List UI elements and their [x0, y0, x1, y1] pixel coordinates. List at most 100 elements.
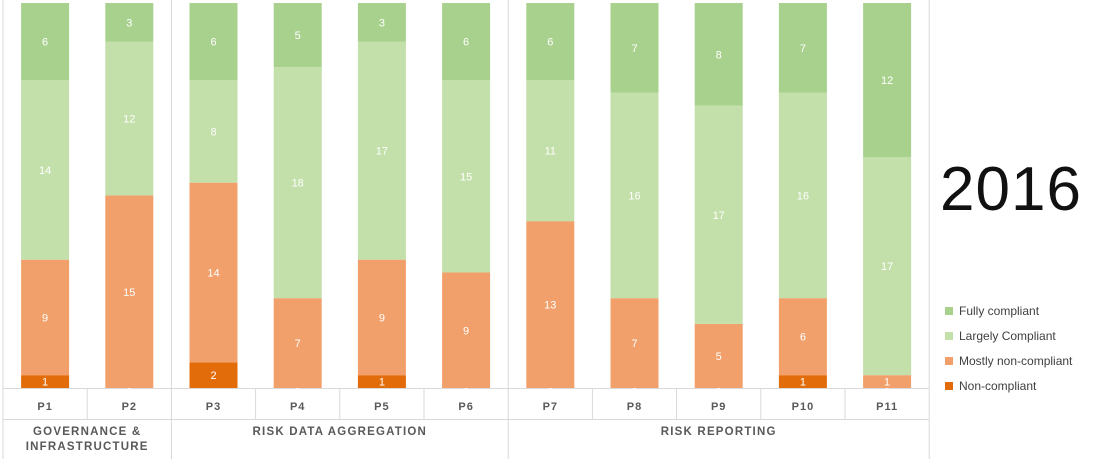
year-label: 2016: [940, 155, 1082, 224]
data-label: 12: [881, 75, 893, 87]
bar-segment: [778, 3, 827, 93]
data-label: 5: [716, 351, 722, 363]
legend-item: Mostly non-compliant: [945, 348, 1095, 373]
data-label: 6: [210, 37, 216, 49]
data-label: 14: [207, 268, 219, 280]
data-label: 17: [713, 210, 725, 222]
bar-segment: [21, 80, 70, 260]
legend-swatch: [945, 356, 953, 365]
x-tick-label: P9: [711, 401, 726, 413]
bar-segment: [273, 298, 322, 388]
bar-segment: [357, 41, 406, 260]
bar-segment: [526, 3, 575, 80]
bar-segment: [105, 41, 154, 196]
data-label: 9: [42, 312, 48, 324]
bar-segment: [778, 298, 827, 376]
data-label: 5: [295, 30, 301, 42]
data-label: 7: [295, 338, 301, 350]
x-tick-label: P3: [206, 401, 221, 413]
legend-label: Non-compliant: [959, 378, 1037, 393]
x-tick-label: P7: [543, 401, 558, 413]
group-label: RISK DATA AGGREGATION: [253, 426, 427, 438]
data-label: 6: [547, 37, 553, 49]
bar-segment: [442, 80, 491, 273]
data-label: 7: [631, 338, 637, 350]
bar-segment: [357, 3, 406, 42]
bar-segment: [105, 3, 154, 42]
x-tick-label: P6: [458, 401, 473, 413]
data-label: 12: [123, 114, 135, 126]
legend: Fully compliant Largely Compliant Mostly…: [945, 298, 1095, 398]
bar-segment: [21, 375, 70, 388]
bar-segment: [778, 92, 827, 299]
data-label: 1: [884, 377, 890, 389]
data-label: 8: [210, 126, 216, 138]
data-label: 17: [881, 261, 893, 273]
x-tick-label: P1: [37, 401, 52, 413]
data-label: 3: [379, 17, 385, 29]
data-label: 13: [544, 300, 556, 312]
data-label: 1: [379, 377, 385, 389]
bar-segment: [778, 375, 827, 388]
data-label: 6: [800, 332, 806, 344]
bar-segment: [610, 298, 659, 388]
legend-item: Fully compliant: [945, 298, 1095, 323]
data-label: 14: [39, 165, 51, 177]
data-label: 16: [797, 191, 809, 203]
x-tick-label: P4: [290, 401, 305, 413]
bar-segment: [694, 3, 743, 106]
bar-segment: [526, 221, 575, 388]
bar-segment: [357, 375, 406, 388]
group-label: INFRASTRUCTURE: [26, 441, 149, 453]
bar-segment: [694, 105, 743, 324]
bar-segment: [863, 3, 912, 157]
bar-segment: [189, 362, 238, 388]
legend-swatch: [945, 331, 953, 340]
legend-swatch: [945, 381, 953, 390]
x-tick-label: P2: [122, 401, 137, 413]
bar-segment: [21, 259, 70, 376]
x-tick-label: P5: [374, 401, 389, 413]
bar-segment: [21, 3, 70, 80]
bar-segment: [189, 3, 238, 80]
legend-label: Mostly non-compliant: [959, 353, 1073, 368]
data-label: 17: [376, 146, 388, 158]
bar-segment: [189, 182, 238, 363]
bar-segment: [105, 195, 154, 388]
legend-item: Non-compliant: [945, 373, 1095, 398]
bar-segment: [610, 3, 659, 93]
bar-segment: [863, 157, 912, 376]
data-label: 9: [463, 325, 469, 337]
data-label: 8: [716, 49, 722, 61]
x-tick-label: P10: [792, 401, 815, 413]
group-label: RISK REPORTING: [661, 426, 777, 438]
bar-segment: [357, 259, 406, 376]
data-label: 11: [545, 146, 556, 158]
x-tick-label: P8: [627, 401, 642, 413]
bar-segment: [189, 80, 238, 183]
bar-segment: [273, 67, 322, 299]
data-label: 6: [463, 37, 469, 49]
data-label: 7: [800, 43, 806, 55]
legend-label: Fully compliant: [959, 303, 1040, 318]
bar-segment: [526, 80, 575, 222]
data-label: 15: [460, 171, 472, 183]
bar-segment: [273, 3, 322, 68]
legend-item: Largely Compliant: [945, 323, 1095, 348]
bar-segment: [694, 323, 743, 388]
data-label: 7: [631, 43, 637, 55]
data-label: 15: [123, 287, 135, 299]
data-label: 1: [42, 377, 48, 389]
data-label: 3: [126, 17, 132, 29]
data-label: 18: [292, 178, 304, 190]
legend-swatch: [945, 306, 953, 315]
data-label: 6: [42, 37, 48, 49]
x-tick-label: P11: [876, 401, 898, 413]
group-label: GOVERNANCE &: [33, 426, 141, 438]
legend-label: Largely Compliant: [959, 328, 1056, 343]
data-label: 9: [379, 312, 385, 324]
bar-segment: [442, 272, 491, 388]
data-label: 16: [628, 191, 640, 203]
